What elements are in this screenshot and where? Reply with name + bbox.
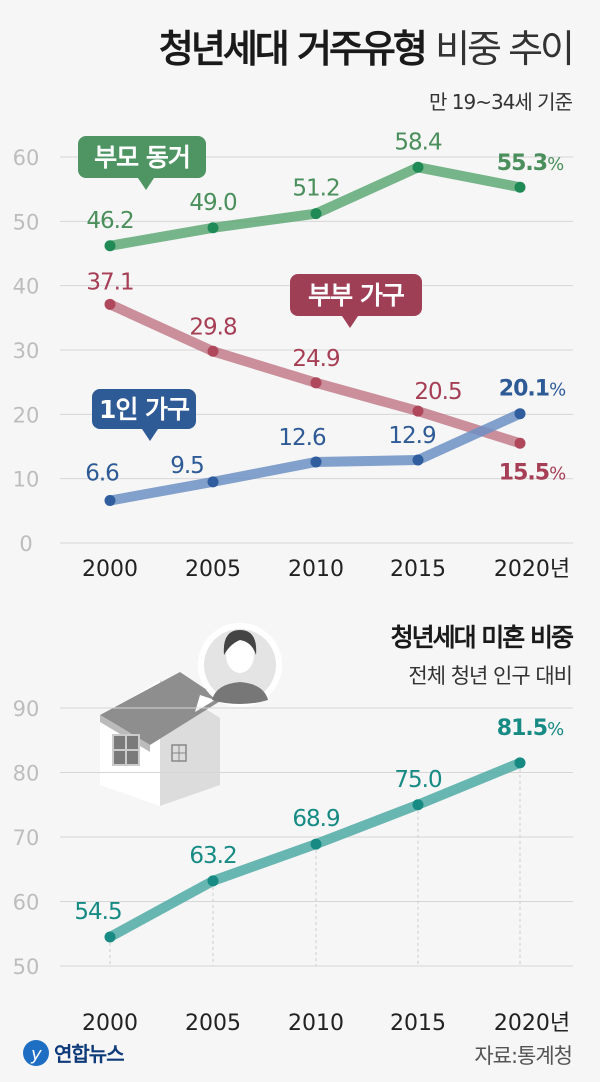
title-bold: 청년세대 거주유형 [158, 27, 428, 71]
x-tick-label: 2020년 [494, 557, 570, 582]
y-tick-label: 40 [13, 275, 40, 299]
unit-label: % [547, 719, 564, 740]
source-note: 자료:통계청 [474, 1044, 573, 1068]
yonhap-logo: y 연합뉴스 [22, 1038, 125, 1067]
data-label: 58.4 [394, 129, 442, 155]
house-illustration [100, 672, 222, 806]
data-label: 6.6 [85, 461, 119, 487]
legend-single-household-box [92, 389, 196, 429]
y-tick-label: 60 [13, 891, 40, 915]
data-label: 63.2 [189, 843, 236, 869]
legend-parent-cohabitation-label: 부모 동거 [94, 143, 190, 172]
data-point [514, 181, 526, 193]
y-tick-label: 0 [19, 532, 32, 556]
data-label: 20.5 [414, 379, 461, 405]
data-point [207, 345, 219, 357]
data-label: 37.1 [86, 269, 133, 295]
data-label: 15.5% [499, 460, 566, 485]
y-tick-label: 10 [13, 468, 40, 492]
page-title: 청년세대 거주유형 비중 추이 [158, 18, 575, 73]
x-tick-label: 2005 [185, 557, 241, 582]
x-tick-label: 2010 [288, 557, 344, 582]
data-point [104, 298, 116, 310]
chart-unmarried-ratio: 50 60 70 80 90 2000 2005 2010 2015 2020년 54.5 63.2 6… [13, 623, 573, 1036]
subtitle: 만 19~34세 기준 [429, 90, 573, 114]
y-tick-label: 90 [13, 697, 40, 721]
data-label: 12.9 [388, 423, 436, 449]
chart2-subtitle: 전체 청년 인구 대비 [408, 664, 573, 688]
legend-single-household-tail [142, 429, 158, 441]
data-label: 12.6 [278, 425, 326, 451]
svg-text:y: y [30, 1044, 42, 1065]
data-point [412, 405, 424, 417]
x-tick-label: 2020년 [494, 1011, 570, 1036]
logo-text: 연합뉴스 [54, 1042, 125, 1066]
data-point [514, 437, 526, 449]
data-label: 68.9 [292, 806, 340, 832]
y-tick-label: 20 [13, 403, 40, 427]
y-tick-label: 30 [13, 339, 40, 363]
legend-single-household-label: 1인 가구 [99, 395, 190, 424]
person-avatar-icon [195, 623, 282, 712]
data-label: 9.5 [170, 453, 204, 479]
data-label: 49.0 [189, 190, 237, 216]
legend-parent-cohabitation-tail [138, 178, 154, 190]
data-point [104, 240, 116, 252]
data-point [412, 454, 424, 466]
legend-married-household-box [290, 274, 422, 316]
chart2-title: 청년세대 미혼 비중 [390, 623, 574, 652]
data-label: 29.8 [189, 314, 237, 340]
data-point [207, 875, 219, 887]
data-label: 51.2 [292, 176, 339, 202]
x-tick-label: 2015 [390, 557, 446, 582]
y-tick-label: 50 [13, 955, 40, 979]
legend-married-household-tail [342, 316, 358, 328]
data-label: 54.5 [74, 899, 121, 925]
data-point [412, 161, 424, 173]
unit-label: % [547, 154, 564, 175]
y-tick-label: 60 [13, 146, 40, 170]
data-label: 75.0 [394, 767, 442, 793]
data-point [104, 931, 116, 943]
data-point [207, 222, 219, 234]
chart-residence-type: 0 10 20 30 40 50 60 2000 2005 2010 2015 2020년 46.2 49… [13, 129, 573, 582]
logo-globe-icon: y [23, 1039, 49, 1066]
data-point [207, 476, 219, 488]
unit-label: % [549, 463, 566, 484]
data-point [514, 757, 526, 769]
legend-parent-cohabitation-box [78, 136, 206, 178]
data-label: 24.9 [292, 346, 340, 372]
x-tick-label: 2000 [82, 557, 138, 582]
data-label: 81.5% [497, 716, 564, 741]
title-light: 비중 추이 [435, 27, 575, 71]
data-label: 20.1% [499, 377, 566, 402]
data-point [310, 838, 322, 850]
data-point [104, 495, 116, 507]
x-tick-label: 2010 [288, 1011, 344, 1036]
data-point [310, 377, 322, 389]
y-tick-label: 50 [13, 210, 40, 234]
data-point [412, 799, 424, 811]
legend-married-household-label: 부부 가구 [308, 281, 405, 310]
x-tick-label: 2000 [82, 1011, 138, 1036]
data-point [514, 408, 526, 420]
data-point [310, 456, 322, 468]
y-tick-label: 80 [13, 762, 40, 786]
x-tick-label: 2015 [390, 1011, 446, 1036]
data-point [310, 208, 322, 220]
data-label: 46.2 [86, 208, 133, 234]
unit-label: % [549, 380, 566, 401]
x-tick-label: 2005 [185, 1011, 241, 1036]
data-label: 55.3% [497, 151, 564, 176]
y-tick-label: 70 [13, 826, 40, 850]
